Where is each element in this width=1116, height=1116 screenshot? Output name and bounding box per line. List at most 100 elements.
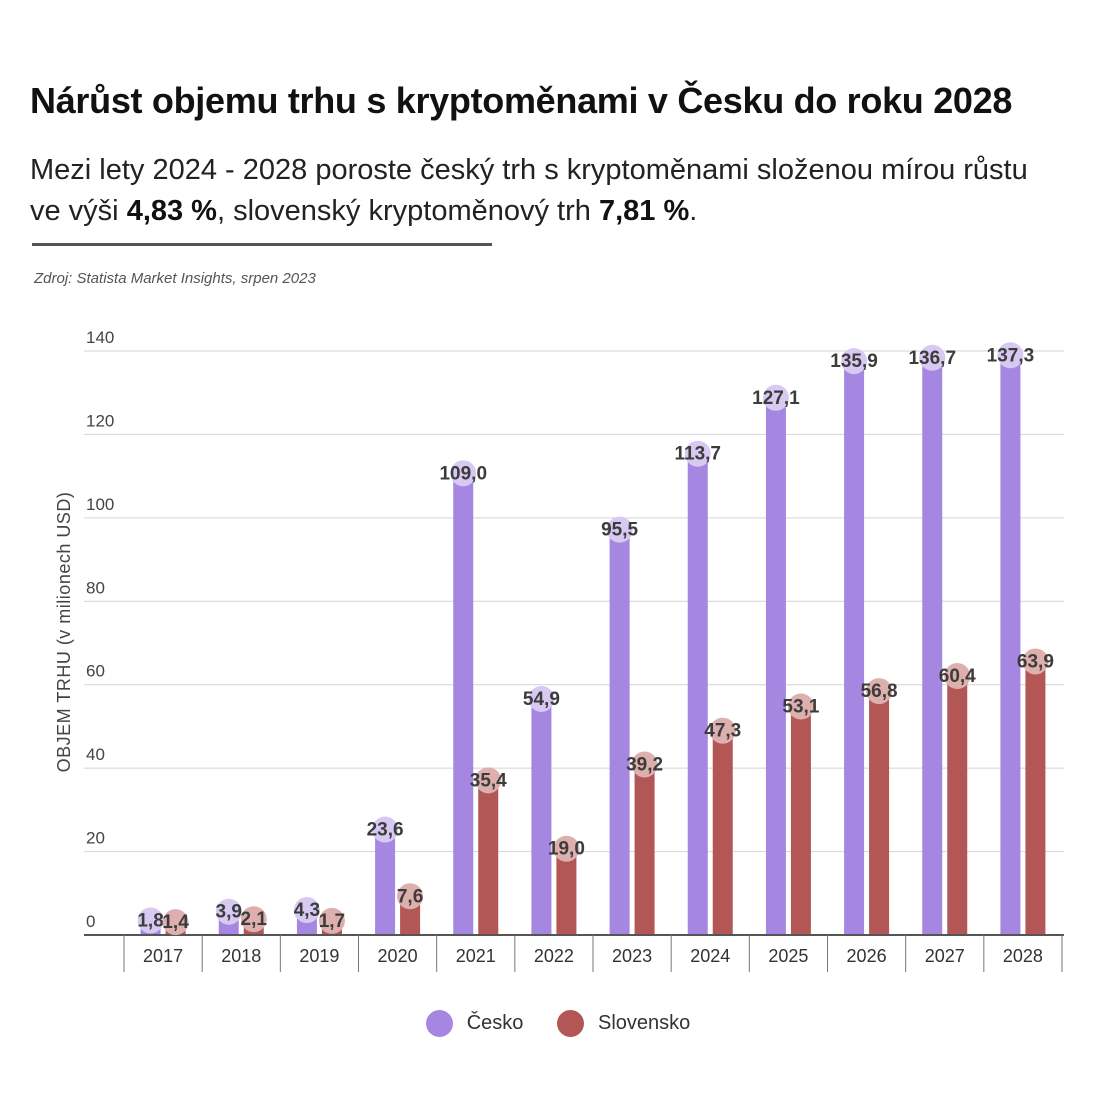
- data-label-bubble: [787, 693, 814, 720]
- data-label: 127,1: [752, 388, 800, 409]
- data-label: 23,6: [367, 820, 404, 841]
- data-label-bubble: [866, 678, 893, 705]
- bar-cesko: [687, 460, 708, 935]
- y-tick-label: 60: [86, 662, 105, 681]
- chart-subtitle: Mezi lety 2024 - 2028 poroste český trh …: [30, 150, 1060, 232]
- y-tick-label: 120: [86, 411, 114, 430]
- data-label-bubble: [553, 835, 580, 862]
- data-label-bubble: [684, 440, 711, 467]
- data-label: 56,8: [861, 681, 898, 702]
- y-tick-label: 40: [86, 745, 105, 764]
- data-label: 53,1: [782, 696, 819, 717]
- bar-slovensko: [869, 698, 890, 935]
- data-label: 7,6: [397, 886, 423, 907]
- data-label-bubble: [631, 751, 658, 778]
- data-label: 3,9: [216, 902, 242, 923]
- data-label: 19,0: [548, 839, 585, 860]
- x-tick-label: 2027: [925, 946, 965, 966]
- bar-chart: 0 20 40 60 80 100 120 140 OBJEM TRHU (v milione…: [54, 328, 1064, 972]
- data-label: 1,7: [319, 911, 345, 932]
- bar-cesko: [765, 404, 786, 936]
- data-label: 35,4: [470, 770, 507, 791]
- legend-item-cesko: Česko: [425, 1010, 524, 1037]
- data-label: 1,8: [137, 910, 163, 931]
- y-tick-label: 20: [86, 829, 105, 848]
- subtitle-cz-rate: 4,83 %: [126, 195, 217, 227]
- data-label-bubble: [240, 906, 267, 933]
- data-label-bubble: [137, 907, 164, 934]
- bar-slovensko: [947, 683, 968, 935]
- data-label-bubble: [450, 460, 477, 487]
- data-label-bubble: [318, 907, 345, 934]
- data-label-bubble: [397, 883, 424, 910]
- data-label: 135,9: [830, 351, 878, 372]
- data-label-bubble: [841, 348, 868, 375]
- data-label-bubble: [528, 685, 555, 712]
- data-labels: 1,81,4 3,92,1 4,31,7 23,6 7,6 109,0 35,4 54,9 19…: [137, 342, 1054, 936]
- legend-swatch-slovensko: [556, 1010, 584, 1037]
- y-tick-label: 100: [86, 495, 114, 514]
- legend-label-cesko: Česko: [466, 1012, 524, 1034]
- bar-cesko: [609, 536, 630, 935]
- data-label: 63,9: [1017, 651, 1054, 672]
- x-tick-label: 2018: [221, 946, 261, 966]
- data-label-bubble: [293, 897, 320, 924]
- bars: [140, 362, 1046, 936]
- header-divider: [32, 243, 492, 246]
- data-label: 4,3: [294, 900, 320, 921]
- bar-cesko: [922, 364, 943, 935]
- legend-item-slovensko: Slovensko: [556, 1010, 691, 1037]
- bar-slovensko: [712, 737, 733, 935]
- source-note: Zdroj: Statista Market Insights, srpen 2…: [34, 270, 316, 287]
- subtitle-sk-rate: 7,81 %: [598, 195, 690, 227]
- data-label: 60,4: [939, 666, 976, 687]
- x-tick-label: 2017: [143, 946, 183, 966]
- bar-slovensko: [478, 787, 499, 935]
- bar-cesko: [531, 705, 552, 935]
- data-label: 54,9: [523, 689, 560, 710]
- data-label: 137,3: [987, 345, 1035, 366]
- data-label: 136,7: [908, 348, 956, 369]
- data-label-bubble: [762, 384, 789, 411]
- x-axis: 2017 2018 2019 2020 2021 2022 2023 2024 2025 2026…: [84, 934, 1064, 972]
- y-tick-label: 0: [86, 912, 95, 931]
- data-label: 1,4: [162, 912, 189, 933]
- data-label: 47,3: [704, 721, 741, 742]
- subtitle-text-3: .: [689, 195, 698, 227]
- y-tick-label: 140: [86, 328, 114, 347]
- x-tick-label: 2022: [534, 946, 574, 966]
- legend-swatch-cesko: [425, 1010, 453, 1037]
- data-label-bubble: [162, 909, 189, 936]
- data-label: 39,2: [626, 754, 663, 775]
- data-label: 95,5: [601, 520, 638, 541]
- subtitle-text-1: Mezi lety 2024 - 2028 poroste český trh …: [30, 154, 1028, 227]
- x-tick-label: 2019: [299, 946, 339, 966]
- x-tick-label: 2028: [1003, 946, 1043, 966]
- data-label-bubble: [215, 898, 242, 925]
- data-label-bubble: [372, 816, 399, 843]
- x-tick-label: 2021: [456, 946, 496, 966]
- bar-cesko: [844, 368, 865, 935]
- x-tick-label: 2026: [847, 946, 887, 966]
- data-label-bubble: [919, 344, 946, 371]
- data-label-bubble: [606, 516, 633, 543]
- y-axis-ticks: 0 20 40 60 80 100 120 140: [86, 328, 114, 931]
- data-label-bubble: [709, 717, 736, 744]
- x-tick-label: 2023: [612, 946, 652, 966]
- data-label: 113,7: [675, 444, 722, 465]
- legend: Česko Slovensko: [0, 1010, 1116, 1037]
- bar-slovensko: [556, 855, 577, 935]
- data-label-bubble: [944, 663, 971, 690]
- y-axis-label: OBJEM TRHU (v milionech USD): [54, 492, 74, 773]
- subtitle-text-2: , slovenský kryptoměnový trh: [216, 195, 599, 227]
- data-label: 109,0: [439, 463, 487, 484]
- bar-cesko: [375, 836, 396, 935]
- y-tick-label: 80: [86, 578, 105, 597]
- bar-slovensko: [1025, 668, 1046, 935]
- x-tick-label: 2020: [378, 946, 418, 966]
- legend-label-slovensko: Slovensko: [597, 1012, 691, 1034]
- x-tick-label: 2025: [768, 946, 808, 966]
- data-label-bubble: [997, 342, 1024, 369]
- x-tick-label: 2024: [690, 946, 730, 966]
- bar-slovensko: [634, 771, 655, 935]
